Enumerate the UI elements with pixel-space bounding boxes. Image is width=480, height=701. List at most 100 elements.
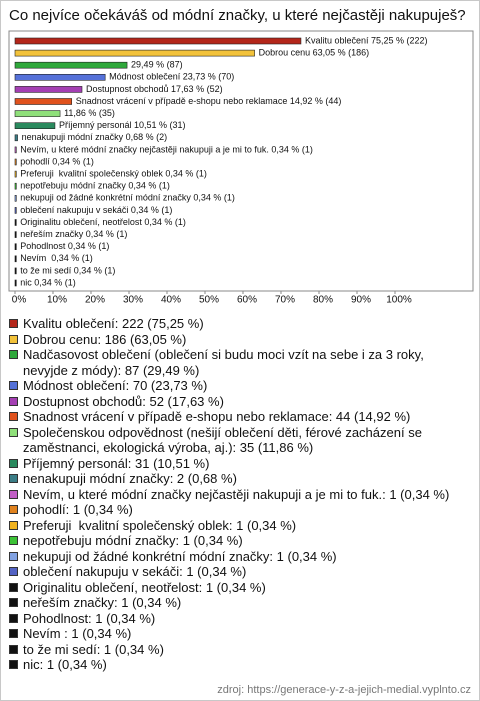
x-tick-label: 0%: [12, 295, 27, 306]
legend-label: nic: 1 (0,34 %): [23, 657, 107, 672]
bar-label: Snadnost vrácení v případě e-shopu nebo …: [76, 96, 342, 106]
bar: [14, 207, 17, 214]
bar-label: pohodlí 0,34 % (1): [20, 156, 94, 166]
legend-swatch: [9, 644, 18, 654]
legend-swatch: [9, 489, 18, 499]
bar-label: Dobrou cenu 63,05 % (186): [259, 47, 370, 57]
bar-label: Originalitu oblečení, neotřelost 0,34 % …: [20, 217, 186, 227]
legend-label: nepotřebuju módní značky: 1 (0,34 %): [23, 533, 243, 548]
legend-swatch: [9, 520, 18, 530]
legend-swatch: [9, 598, 18, 607]
bar-label: 29,49 % (87): [131, 60, 183, 70]
legend-item: oblečení nakupuju v sekáči: 1 (0,34 %): [9, 564, 471, 580]
legend-label: Kvalitu oblečení: 222 (75,25 %): [23, 316, 204, 331]
bar: [14, 279, 17, 287]
bar-label: nekupuji od žádné konkrétní módní značky…: [20, 193, 235, 203]
bar: [14, 267, 17, 275]
legend-label: Příjemný personál: 31 (10,51 %): [23, 455, 210, 471]
legend-item: Nevím, u které módní značky nejčastěji n…: [9, 487, 471, 503]
x-tick-label: 90%: [351, 295, 371, 306]
legend-item: Společenskou odpovědnost (nešijí oblečen…: [9, 425, 471, 456]
bar-label: nenakupuji módní značky 0,68 % (2): [22, 132, 168, 142]
bar: [14, 158, 17, 166]
bar: [14, 243, 17, 250]
legend-swatch: [9, 505, 18, 514]
legend-swatch: [9, 536, 18, 545]
bar: [14, 146, 17, 154]
legend-label: Nevím : 1 (0,34 %): [23, 626, 132, 641]
bar-label: nic 0,34 % (1): [20, 277, 76, 287]
legend-item: nenakupuji módní značky: 2 (0,68 %): [9, 471, 471, 487]
bar: [14, 37, 302, 45]
chart-title: Co nejvíce očekáváš od módní značky, u k…: [9, 7, 466, 24]
bar-label: 11,86 % (35): [64, 108, 115, 118]
bar-label: Módnost oblečení 23,73 % (70): [109, 72, 234, 82]
legend-item: Dobrou cenu: 186 (63,05 %): [9, 332, 471, 348]
x-tick-label: 80%: [313, 295, 333, 306]
bar: [14, 195, 17, 202]
bar: [14, 122, 56, 129]
legend-item: Kvalitu oblečení: 222 (75,25 %): [9, 316, 471, 332]
legend-swatch: [9, 551, 18, 561]
bar-label: Pohodlnost 0,34 % (1): [20, 241, 109, 251]
legend-item: neřeším značky: 1 (0,34 %): [9, 595, 471, 611]
legend-item: nepotřebuju módní značky: 1 (0,34 %): [9, 533, 471, 549]
legend: Kvalitu oblečení: 222 (75,25 %) Dobrou ce…: [9, 316, 471, 673]
x-tick-label: 100%: [386, 295, 412, 306]
bar: [14, 49, 255, 57]
legend-label: neřeším značky: 1 (0,34 %): [23, 595, 182, 610]
legend-item: Pohodlnost: 1 (0,34 %): [9, 611, 471, 627]
legend-swatch: [9, 613, 18, 623]
legend-swatch: [9, 381, 18, 390]
legend-label: Společenskou odpovědnost (nešijí oblečen…: [23, 424, 426, 456]
legend-item: Preferuji kvalitní společenský oblek: 1 …: [9, 518, 471, 534]
chart: 0% 10% 20% 30% 40% 50% 60% 70% 80% 90% 100% Kvalitu…: [8, 30, 474, 306]
bar: [14, 170, 17, 178]
bar-label: Kvalitu oblečení 75,25 % (222): [305, 35, 428, 45]
legend-label: Módnost oblečení: 70 (23,73 %): [23, 378, 208, 393]
legend-label: Dostupnost obchodů: 52 (17,63 %): [23, 393, 224, 409]
legend-swatch: [9, 567, 18, 576]
bar: [14, 182, 17, 190]
bar: [14, 219, 17, 226]
bar-label: oblečení nakupuju v sekáči 0,34 % (1): [20, 205, 172, 215]
legend-label: pohodlí: 1 (0,34 %): [23, 502, 133, 517]
legend-label: nekupuji od žádné konkrétní módní značky…: [23, 548, 337, 564]
legend-label: Nevím, u které módní značky nejčastěji n…: [23, 486, 450, 502]
bar: [14, 86, 83, 93]
legend-swatch: [9, 319, 18, 328]
legend-label: Snadnost vrácení v případě e-shopu nebo …: [23, 409, 411, 424]
legend-label: Pohodlnost: 1 (0,34 %): [23, 610, 156, 626]
x-tick-label: 40%: [161, 295, 181, 306]
legend-swatch: [9, 474, 18, 483]
legend-item: Nadčasovost oblečení (oblečení si budu m…: [9, 347, 471, 378]
x-tick-label: 30%: [123, 295, 143, 306]
legend-label: nenakupuji módní značky: 2 (0,68 %): [23, 471, 237, 486]
legend-item: pohodlí: 1 (0,34 %): [9, 502, 471, 518]
legend-item: to že mi sedí: 1 (0,34 %): [9, 642, 471, 658]
legend-item: Originalitu oblečení, neotřelost: 1 (0,3…: [9, 580, 471, 596]
bar: [14, 98, 72, 105]
x-tick-label: 10%: [47, 295, 67, 306]
legend-swatch: [9, 458, 18, 468]
plot-frame: [8, 30, 474, 292]
x-tick-label: 50%: [199, 295, 219, 306]
bar: [14, 110, 61, 117]
legend-swatch: [9, 660, 18, 669]
bar: [14, 134, 18, 142]
bar: [14, 61, 128, 69]
legend-item: nic: 1 (0,34 %): [9, 657, 471, 673]
legend-swatch: [9, 427, 18, 437]
legend-label: Preferuji kvalitní společenský oblek: 1 …: [23, 517, 297, 533]
legend-label: Dobrou cenu: 186 (63,05 %): [23, 331, 187, 347]
legend-label: Originalitu oblečení, neotřelost: 1 (0,3…: [23, 579, 266, 595]
legend-item: nekupuji od žádné konkrétní módní značky…: [9, 549, 471, 565]
legend-label: Nadčasovost oblečení (oblečení si budu m…: [23, 347, 428, 378]
legend-swatch: [9, 412, 18, 421]
bar-label: Nevím, u které módní značky nejčastěji n…: [20, 144, 313, 154]
legend-item: Nevím : 1 (0,34 %): [9, 626, 471, 642]
legend-swatch: [9, 629, 18, 638]
legend-label: oblečení nakupuju v sekáči: 1 (0,34 %): [23, 564, 247, 579]
legend-swatch: [9, 350, 18, 359]
